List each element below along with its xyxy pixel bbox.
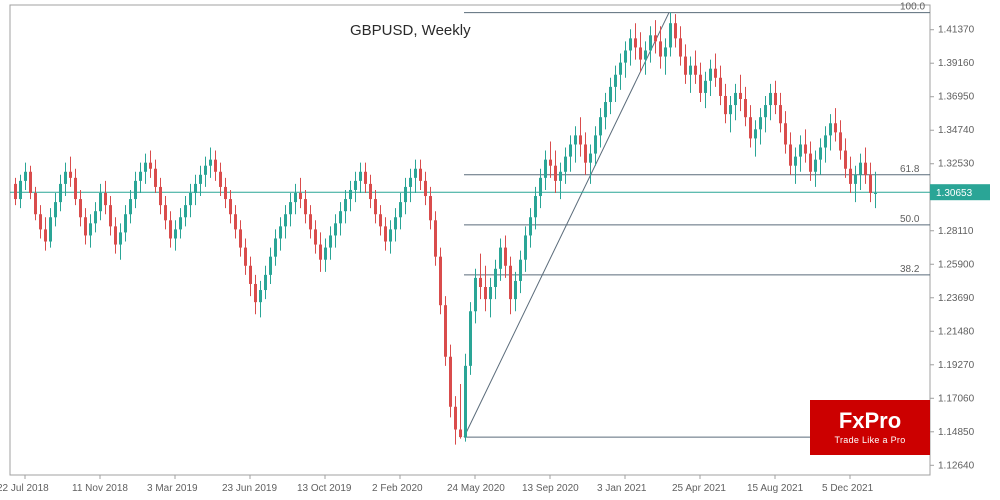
- svg-text:24 May 2020: 24 May 2020: [447, 483, 505, 494]
- svg-text:2 Feb 2020: 2 Feb 2020: [372, 483, 423, 494]
- svg-text:1.23690: 1.23690: [938, 293, 975, 304]
- svg-text:1.19270: 1.19270: [938, 360, 975, 371]
- svg-text:1.32530: 1.32530: [938, 159, 975, 170]
- svg-text:3 Jan 2021: 3 Jan 2021: [597, 483, 647, 494]
- svg-text:1.30653: 1.30653: [936, 188, 973, 199]
- fxpro-logo: FxPro Trade Like a Pro: [810, 400, 930, 455]
- svg-text:50.0: 50.0: [900, 214, 920, 225]
- svg-text:23 Jun 2019: 23 Jun 2019: [222, 483, 277, 494]
- svg-text:1.21480: 1.21480: [938, 326, 975, 337]
- svg-text:25 Apr 2021: 25 Apr 2021: [672, 483, 726, 494]
- svg-text:1.34740: 1.34740: [938, 125, 975, 136]
- svg-text:1.36950: 1.36950: [938, 92, 975, 103]
- svg-text:1.28110: 1.28110: [938, 226, 974, 237]
- svg-text:22 Jul 2018: 22 Jul 2018: [0, 483, 49, 494]
- svg-text:38.2: 38.2: [900, 264, 920, 275]
- svg-text:13 Sep 2020: 13 Sep 2020: [522, 483, 579, 494]
- logo-tagline: Trade Like a Pro: [835, 435, 906, 445]
- svg-text:1.12640: 1.12640: [938, 460, 975, 471]
- svg-text:5 Dec 2021: 5 Dec 2021: [822, 483, 874, 494]
- svg-text:GBPUSD, Weekly: GBPUSD, Weekly: [350, 22, 471, 39]
- svg-text:100.0: 100.0: [900, 2, 925, 13]
- svg-text:1.14850: 1.14850: [938, 427, 975, 438]
- svg-text:15 Aug 2021: 15 Aug 2021: [747, 483, 804, 494]
- logo-brand: FxPro: [839, 410, 901, 432]
- svg-text:11 Nov 2018: 11 Nov 2018: [72, 483, 128, 494]
- svg-text:1.25900: 1.25900: [938, 259, 975, 270]
- svg-text:3 Mar 2019: 3 Mar 2019: [147, 483, 198, 494]
- svg-text:13 Oct 2019: 13 Oct 2019: [297, 483, 352, 494]
- svg-text:1.17060: 1.17060: [938, 393, 975, 404]
- svg-text:61.8: 61.8: [900, 164, 920, 175]
- svg-text:1.41370: 1.41370: [938, 25, 975, 36]
- svg-text:1.39160: 1.39160: [938, 58, 975, 69]
- chart-container: 1.12640 1.14850 1.17060 1.19270 1.21480 1.236…: [0, 0, 1000, 500]
